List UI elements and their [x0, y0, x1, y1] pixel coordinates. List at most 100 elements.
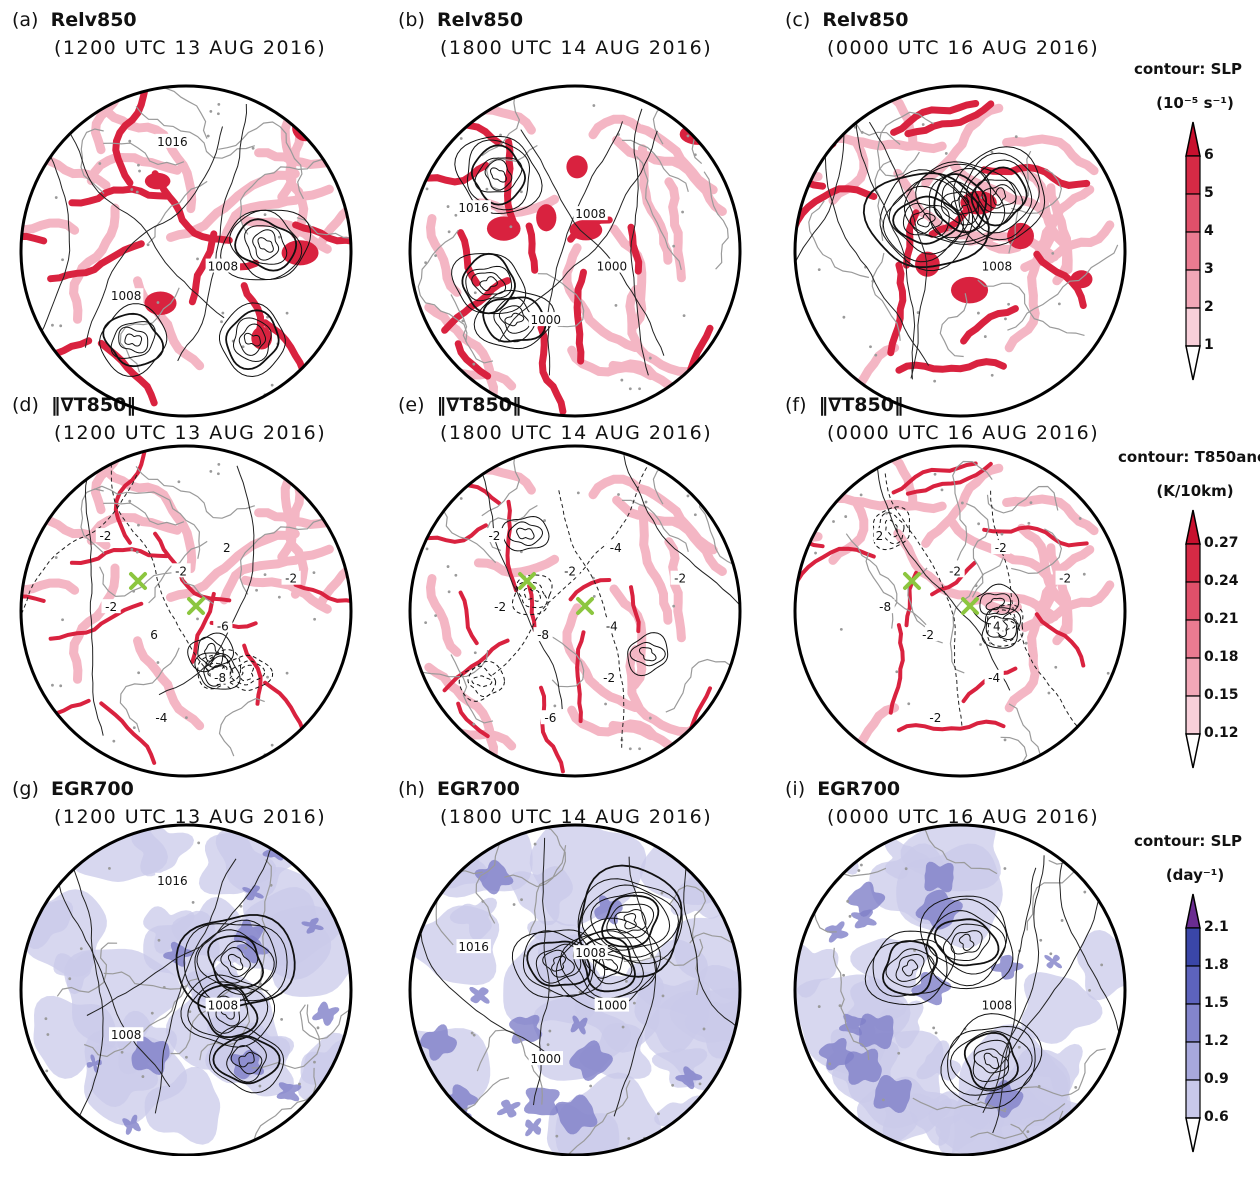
shading-band [74, 208, 115, 319]
island-dot [932, 1027, 935, 1030]
contour-label: -2 [175, 564, 187, 578]
contour-label: 1008 [111, 289, 142, 303]
shading-band [429, 667, 497, 774]
island-dot [681, 211, 684, 214]
island-dot [59, 684, 62, 687]
contour-label: -2 [105, 600, 117, 614]
contour-label: 1008 [111, 1028, 142, 1042]
shading-core [541, 328, 563, 412]
colorbar-tick-label: 0.18 [1204, 649, 1239, 665]
island-dot [196, 617, 199, 620]
island-dot [703, 1028, 706, 1031]
colorbar-contour-label: contour: SLP [1118, 832, 1258, 850]
island-dot [252, 147, 255, 150]
colorbar-segment [1186, 308, 1200, 346]
island-dot [1071, 469, 1074, 472]
island-dot [280, 1018, 283, 1021]
contour-label: -2 [488, 529, 500, 543]
island-dot [177, 480, 180, 483]
colorbar-unit: (10⁻⁵ s⁻¹) [1150, 94, 1240, 112]
island-dot [460, 137, 463, 140]
island-dot [839, 1004, 842, 1007]
colorbar-tick-label: 0.21 [1204, 611, 1239, 627]
colorbar-tick-label: 6 [1204, 147, 1214, 163]
coastline [437, 493, 495, 563]
island-dot [1015, 135, 1018, 138]
island-dot [1004, 738, 1007, 741]
island-dot [471, 1032, 474, 1035]
island-dot [629, 387, 632, 390]
island-dot [975, 584, 978, 587]
contour-label: 1008 [575, 946, 606, 960]
island-dot [217, 103, 220, 106]
contour-label: -4 [610, 541, 622, 555]
island-dot [217, 472, 220, 475]
island-dot [1083, 891, 1086, 894]
shading-core [4, 341, 89, 358]
coastline [1001, 737, 1028, 842]
island-dot [472, 363, 475, 366]
shading-core [72, 549, 167, 563]
island-dot [979, 643, 982, 646]
island-dot [857, 869, 860, 872]
contour-label: 1000 [531, 313, 562, 327]
contour-label: -2 [99, 529, 111, 543]
island-dot [1038, 1085, 1041, 1088]
colorbar-contour-label: contour: T850anom [1118, 448, 1258, 466]
vorticity-max [144, 291, 176, 315]
island-dot [188, 1010, 191, 1013]
island-dot [313, 618, 316, 621]
island-dot [207, 135, 210, 138]
island-dot [720, 745, 723, 748]
colorbar-tick-label: 3 [1204, 261, 1214, 277]
contour-label: 1008 [982, 999, 1013, 1013]
colorbar-segment [1186, 270, 1200, 308]
contour-line [508, 522, 542, 546]
island-dot [672, 245, 675, 248]
contour-label: 1000 [531, 1052, 562, 1066]
shading-band [831, 708, 895, 801]
island-dot [1088, 989, 1091, 992]
island-dot [426, 187, 429, 190]
island-dot [81, 848, 84, 851]
island-dot [977, 522, 980, 525]
map-panel: -4-2-6-8-2-2-2-4-2 [348, 412, 798, 782]
island-dot [147, 243, 150, 246]
contour-line [472, 676, 492, 687]
island-dot [138, 170, 141, 173]
contour-label: 6 [150, 628, 158, 642]
island-dot [209, 470, 212, 473]
island-dot [445, 488, 448, 491]
contour-label: -2 [603, 671, 615, 685]
island-dot [715, 371, 718, 374]
shading-band [74, 568, 115, 679]
island-dot [137, 524, 140, 527]
island-dot [622, 1026, 625, 1029]
island-dot [882, 1098, 885, 1101]
island-dot [98, 162, 101, 165]
island-dot [885, 512, 888, 515]
island-dot [449, 1106, 452, 1109]
coastline [0, 345, 57, 367]
colorbar-segment [1186, 696, 1200, 734]
contour-label: -2 [494, 600, 506, 614]
contour-label: -4 [155, 711, 167, 725]
cross-marker [520, 574, 534, 588]
shading-core [541, 688, 563, 772]
cross-marker [189, 599, 203, 613]
shading-core [393, 525, 486, 542]
vorticity-max [1070, 270, 1092, 288]
island-dot [555, 1135, 558, 1138]
contour-line [756, 114, 845, 363]
island-dot [991, 374, 994, 377]
island-dot [553, 705, 556, 708]
island-dot [45, 1069, 48, 1072]
contour-line [258, 238, 273, 253]
coastline [653, 461, 744, 505]
coastline [700, 490, 789, 587]
island-dot [473, 1034, 476, 1037]
colorbar-segment [1186, 194, 1200, 232]
contour-line [505, 313, 524, 326]
island-dot [298, 1083, 301, 1086]
island-dot [846, 900, 849, 903]
